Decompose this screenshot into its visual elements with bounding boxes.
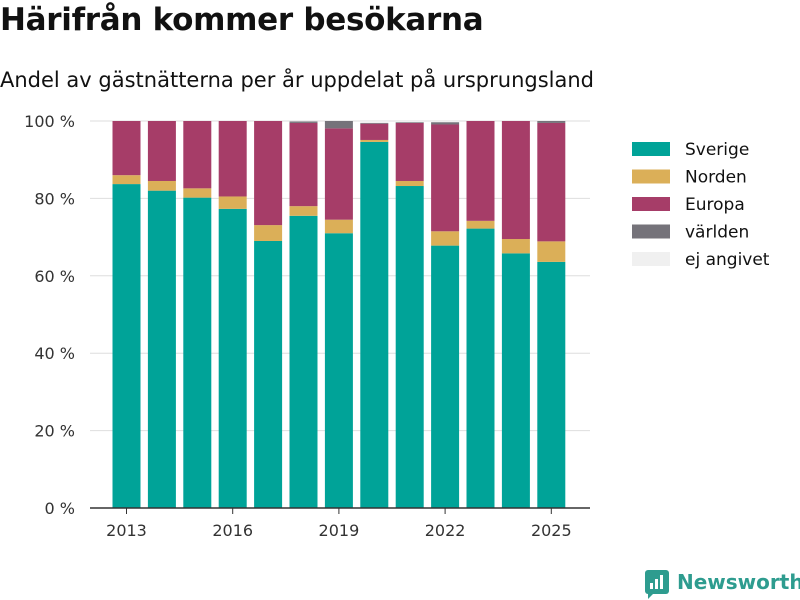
- bar-segment-norden-2022: [431, 231, 460, 246]
- bar-segment-ej-angivet-2020: [360, 121, 389, 123]
- bar-segment-sverige-2023: [466, 228, 495, 508]
- bar-segment-norden-2013: [112, 175, 141, 185]
- bar-segment-ej-angivet-2022: [431, 121, 460, 123]
- bar-segment-europa-2021: [395, 122, 424, 181]
- bar-segment-europa-2018: [289, 122, 318, 207]
- bar-segment-sverige-2020: [360, 141, 389, 508]
- legend-swatch: [632, 224, 670, 239]
- legend-swatch: [632, 169, 670, 184]
- bar-segment-europa-2016: [218, 121, 247, 197]
- bar-segment-norden-2023: [466, 220, 495, 229]
- bar-segment-världen-2020: [360, 122, 389, 124]
- y-tick-label: 20 %: [34, 422, 75, 441]
- x-tick-label: 2016: [212, 521, 253, 540]
- bar-segment-europa-2024: [501, 121, 530, 240]
- bar-segment-norden-2020: [360, 139, 389, 142]
- bar-segment-ej-angivet-2021: [395, 121, 424, 123]
- bar-segment-norden-2021: [395, 180, 424, 187]
- bar-segment-sverige-2015: [183, 197, 212, 508]
- brand-name: Newsworthy: [677, 570, 800, 594]
- bar-segment-sverige-2016: [218, 208, 247, 508]
- x-tick-label: 2019: [319, 521, 360, 540]
- bar-segment-europa-2023: [466, 121, 495, 221]
- legend-swatch: [632, 197, 670, 211]
- y-tick-label: 40 %: [34, 344, 75, 363]
- bar-segment-världen-2022: [431, 122, 460, 125]
- legend-label: världen: [685, 223, 749, 243]
- bar-segment-europa-2014: [147, 121, 176, 181]
- bar-segment-europa-2019: [324, 128, 353, 220]
- y-tick-label: 80 %: [34, 189, 75, 208]
- bar-segment-världen-2018: [289, 121, 318, 123]
- chart-title: Härifrån kommer besökarna: [0, 2, 484, 38]
- bar-segment-sverige-2025: [537, 261, 566, 508]
- bar-segment-europa-2015: [183, 121, 212, 189]
- bar-segment-europa-2017: [254, 121, 283, 226]
- bar-segment-sverige-2013: [112, 184, 141, 508]
- bar-segment-världen-2025: [537, 121, 566, 123]
- chart-subtitle: Andel av gästnätterna per år uppdelat på…: [0, 68, 594, 92]
- bar-segment-världen-2019: [324, 121, 353, 129]
- legend-swatch: [632, 142, 670, 156]
- bar-segment-norden-2019: [324, 219, 353, 234]
- legend-label: ej angivet: [685, 250, 770, 270]
- bar-segment-norden-2014: [147, 180, 176, 191]
- bar-segment-norden-2015: [183, 188, 212, 198]
- x-tick-label: 2013: [106, 521, 147, 540]
- legend-swatch: [632, 252, 670, 266]
- bar-segment-sverige-2022: [431, 245, 460, 508]
- bar-segment-europa-2022: [431, 124, 460, 232]
- bar-segment-sverige-2019: [324, 233, 353, 509]
- bar-segment-europa-2020: [360, 123, 389, 140]
- bar-segment-norden-2025: [537, 241, 566, 262]
- bar-segment-europa-2013: [112, 121, 141, 176]
- bar-segment-norden-2024: [501, 239, 530, 254]
- bar-segment-sverige-2018: [289, 215, 318, 508]
- legend-label: Norden: [685, 168, 747, 188]
- y-tick-label: 60 %: [34, 267, 75, 286]
- bar-chart-logo-icon: [645, 570, 669, 599]
- bar-segment-norden-2017: [254, 225, 283, 241]
- legend-label: Sverige: [685, 140, 749, 160]
- y-tick-label: 100 %: [24, 112, 75, 131]
- bar-segment-europa-2025: [537, 122, 566, 242]
- bar-segment-norden-2016: [218, 196, 247, 209]
- bar-segment-sverige-2014: [147, 190, 176, 508]
- x-tick-label: 2025: [531, 521, 572, 540]
- bar-segment-sverige-2021: [395, 186, 424, 509]
- bar-segment-norden-2018: [289, 206, 318, 216]
- bar-segment-sverige-2017: [254, 240, 283, 508]
- legend-label: Europa: [685, 195, 745, 215]
- newsworthy-logo[interactable]: Newsworthy: [645, 570, 800, 599]
- bar-segment-världen-2021: [395, 122, 424, 123]
- y-tick-label: 0 %: [45, 499, 75, 518]
- x-tick-label: 2022: [425, 521, 466, 540]
- bar-segment-sverige-2024: [501, 253, 530, 508]
